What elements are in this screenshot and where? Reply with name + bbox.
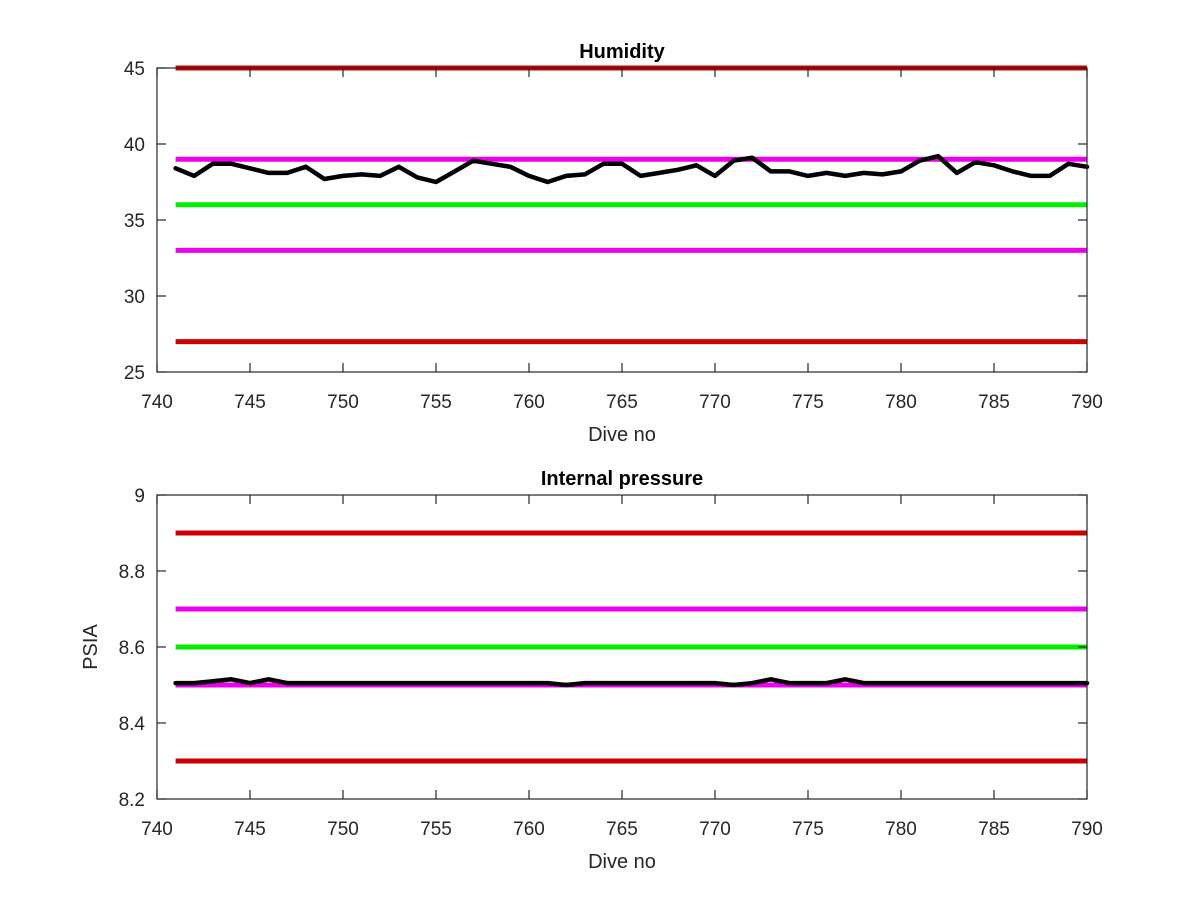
x-tick-label: 780 [885,819,917,840]
x-tick-label: 780 [885,392,917,413]
x-tick-label: 770 [699,819,731,840]
x-tick-label: 790 [1071,819,1103,840]
x-tick-label: 755 [420,819,452,840]
y-tick-label: 8.8 [119,562,145,583]
y-axis-label: PSIA [80,624,102,670]
x-tick-label: 745 [234,392,266,413]
y-tick-label: 45 [124,59,145,80]
x-tick-label: 785 [978,392,1010,413]
x-tick-label: 740 [141,819,173,840]
x-tick-label: 760 [513,819,545,840]
x-tick-label: 775 [792,819,824,840]
axes-frame [156,67,1088,373]
chart-title: Humidity [579,41,665,63]
x-tick-label: 750 [327,392,359,413]
x-tick-label: 765 [606,819,638,840]
x-tick-label: 770 [699,392,731,413]
x-axis-label: Dive no [588,424,656,446]
pressure-subplot: 740 745 750 755 760 765 770 775 780 785 790 8.2 8.4 8… [80,468,1103,873]
y-tick-label: 35 [124,211,145,232]
y-tick-label: 8.6 [119,638,145,659]
y-tick-label: 40 [124,135,145,156]
x-tick-label: 785 [978,819,1010,840]
y-tick-label: 8.4 [119,714,146,735]
x-tick-label: 765 [606,392,638,413]
x-tick-label: 755 [420,392,452,413]
x-tick-label: 775 [792,392,824,413]
x-tick-label: 750 [327,819,359,840]
x-tick-label: 740 [141,392,173,413]
humidity-subplot: 740 745 750 755 760 765 770 775 780 785 790 25 30 35 4… [124,41,1103,446]
x-tick-label: 760 [513,392,545,413]
y-tick-label: 25 [124,363,145,384]
y-tick-label: 9 [134,486,145,507]
data-series-line [173,677,1090,688]
y-tick-label: 30 [124,287,145,308]
data-series-line [173,153,1090,185]
x-axis-label: Dive no [588,851,656,873]
y-tick-label: 8.2 [119,790,145,811]
x-tick-label: 745 [234,819,266,840]
chart-title: Internal pressure [541,468,703,490]
x-tick-label: 790 [1071,392,1103,413]
